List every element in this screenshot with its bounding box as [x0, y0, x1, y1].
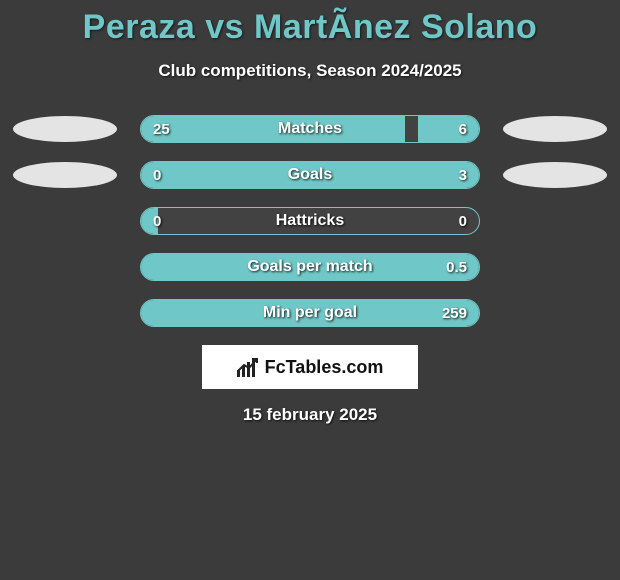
avatar-slot-right: [500, 116, 610, 142]
avatar-slot-left: [10, 162, 120, 188]
stat-row: Goals per match0.5: [0, 253, 620, 281]
stat-row: Hattricks00: [0, 207, 620, 235]
stat-row: Min per goal259: [0, 299, 620, 327]
stat-row: Goals03: [0, 161, 620, 189]
bar-fill-left: [141, 208, 158, 234]
bar-chart-icon: [237, 357, 259, 377]
bar-fill-right: [141, 300, 479, 326]
date-label: 15 february 2025: [0, 405, 620, 425]
stat-rows: Matches256 Goals03 Hattricks00 Goals per ma…: [0, 115, 620, 327]
subtitle: Club competitions, Season 2024/2025: [0, 61, 620, 81]
player-avatar-right: [503, 116, 607, 142]
stat-bar: Min per goal259: [140, 299, 480, 327]
page-title: Peraza vs MartÃ­nez Solano: [0, 8, 620, 47]
player-avatar-left: [13, 116, 117, 142]
bar-fill-right: [141, 254, 479, 280]
bar-fill-right: [418, 116, 479, 142]
stat-bar: Goals03: [140, 161, 480, 189]
stat-row: Matches256: [0, 115, 620, 143]
stat-bar: Hattricks00: [140, 207, 480, 235]
player-avatar-right: [503, 162, 607, 188]
stat-value-right: 0: [459, 213, 467, 230]
logo-text: FcTables.com: [265, 357, 384, 378]
avatar-slot-left: [10, 116, 120, 142]
stat-bar: Goals per match0.5: [140, 253, 480, 281]
bar-fill-right: [158, 162, 479, 188]
bar-fill-left: [141, 162, 158, 188]
player-avatar-left: [13, 162, 117, 188]
comparison-widget: Peraza vs MartÃ­nez Solano Club competit…: [0, 0, 620, 425]
logo-box[interactable]: FcTables.com: [202, 345, 418, 389]
avatar-slot-right: [500, 162, 610, 188]
bar-fill-left: [141, 116, 405, 142]
stat-label: Hattricks: [141, 212, 479, 230]
stat-bar: Matches256: [140, 115, 480, 143]
